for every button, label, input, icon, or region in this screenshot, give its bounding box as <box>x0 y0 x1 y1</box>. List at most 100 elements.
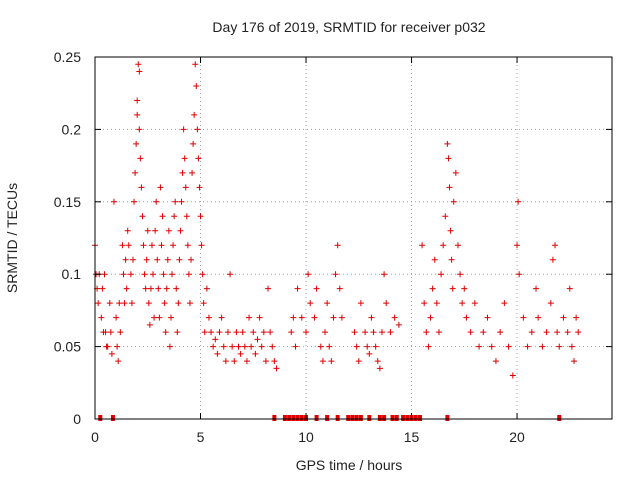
x-tick-label: 0 <box>91 429 99 445</box>
data-point <box>104 343 111 350</box>
data-point <box>138 184 145 191</box>
data-point <box>203 285 210 292</box>
data-point <box>423 329 430 336</box>
data-point <box>573 314 580 321</box>
y-axis-label: SRMTID / TECUs <box>4 183 20 293</box>
data-point <box>535 314 542 321</box>
data-point <box>124 227 131 234</box>
data-point <box>117 329 124 336</box>
data-point <box>364 343 371 350</box>
data-point <box>447 227 454 234</box>
zero-point <box>282 415 287 421</box>
data-point <box>471 300 478 307</box>
y-tick-label: 0.25 <box>54 49 81 65</box>
data-point <box>556 343 563 350</box>
data-point <box>125 242 132 249</box>
data-point <box>322 329 329 336</box>
zero-point <box>291 415 296 421</box>
data-point <box>265 285 272 292</box>
data-point <box>184 242 191 249</box>
data-point <box>488 343 495 350</box>
zero-point <box>405 415 410 421</box>
data-point <box>552 242 559 249</box>
data-point <box>195 155 202 162</box>
zero-point <box>394 415 399 421</box>
data-point <box>419 242 426 249</box>
data-point <box>476 343 483 350</box>
data-point <box>298 314 305 321</box>
data-point <box>144 227 151 234</box>
data-point <box>492 358 499 365</box>
data-point <box>189 169 196 176</box>
y-tick-label: 0 <box>73 411 81 427</box>
data-point <box>435 329 442 336</box>
data-point <box>528 329 535 336</box>
data-point <box>446 184 453 191</box>
data-point <box>442 213 449 220</box>
y-tick-label: 0.1 <box>62 266 82 282</box>
zero-point <box>299 415 304 421</box>
data-point <box>196 184 203 191</box>
data-point <box>454 242 461 249</box>
data-point <box>497 329 504 336</box>
data-point <box>123 285 130 292</box>
data-point <box>243 358 250 365</box>
data-point <box>258 343 265 350</box>
data-point <box>421 300 428 307</box>
data-point <box>351 329 358 336</box>
data-point <box>543 329 550 336</box>
data-point <box>162 329 169 336</box>
data-point <box>254 336 261 343</box>
data-point <box>134 111 141 118</box>
data-point <box>164 256 171 263</box>
data-point <box>231 358 238 365</box>
data-point <box>292 343 299 350</box>
data-point <box>129 256 136 263</box>
data-point <box>136 68 143 75</box>
data-point <box>142 285 149 292</box>
data-point <box>183 213 190 220</box>
data-point <box>121 300 128 307</box>
data-point <box>330 314 337 321</box>
y-tick-label: 0.05 <box>54 339 81 355</box>
data-point <box>376 365 383 372</box>
zero-point <box>314 415 319 421</box>
data-point <box>235 343 242 350</box>
x-axis-label: GPS time / hours <box>296 457 403 473</box>
data-point <box>212 336 219 343</box>
data-point <box>200 300 207 307</box>
data-point <box>156 314 163 321</box>
data-point <box>151 314 158 321</box>
data-point <box>239 329 246 336</box>
data-point <box>167 314 174 321</box>
data-point <box>575 329 582 336</box>
data-point <box>113 314 120 321</box>
data-point <box>166 343 173 350</box>
zero-point <box>358 415 363 421</box>
data-point <box>368 314 375 321</box>
data-point <box>218 314 225 321</box>
data-point <box>107 329 114 336</box>
data-point <box>172 198 179 205</box>
data-point <box>98 314 105 321</box>
data-point <box>324 300 331 307</box>
data-point <box>571 358 578 365</box>
data-point <box>444 140 451 147</box>
data-point <box>171 213 178 220</box>
data-point <box>140 242 147 249</box>
data-point <box>182 184 189 191</box>
data-point <box>372 343 379 350</box>
data-point <box>185 271 192 278</box>
zero-point <box>401 415 406 421</box>
data-point <box>467 329 474 336</box>
data-point <box>159 213 166 220</box>
data-point <box>148 242 155 249</box>
data-point <box>237 350 244 357</box>
data-point <box>169 271 176 278</box>
data-point <box>326 343 333 350</box>
data-point <box>190 140 197 147</box>
zero-point <box>335 415 340 421</box>
data-point <box>170 242 177 249</box>
data-point <box>520 314 527 321</box>
data-point <box>128 300 135 307</box>
